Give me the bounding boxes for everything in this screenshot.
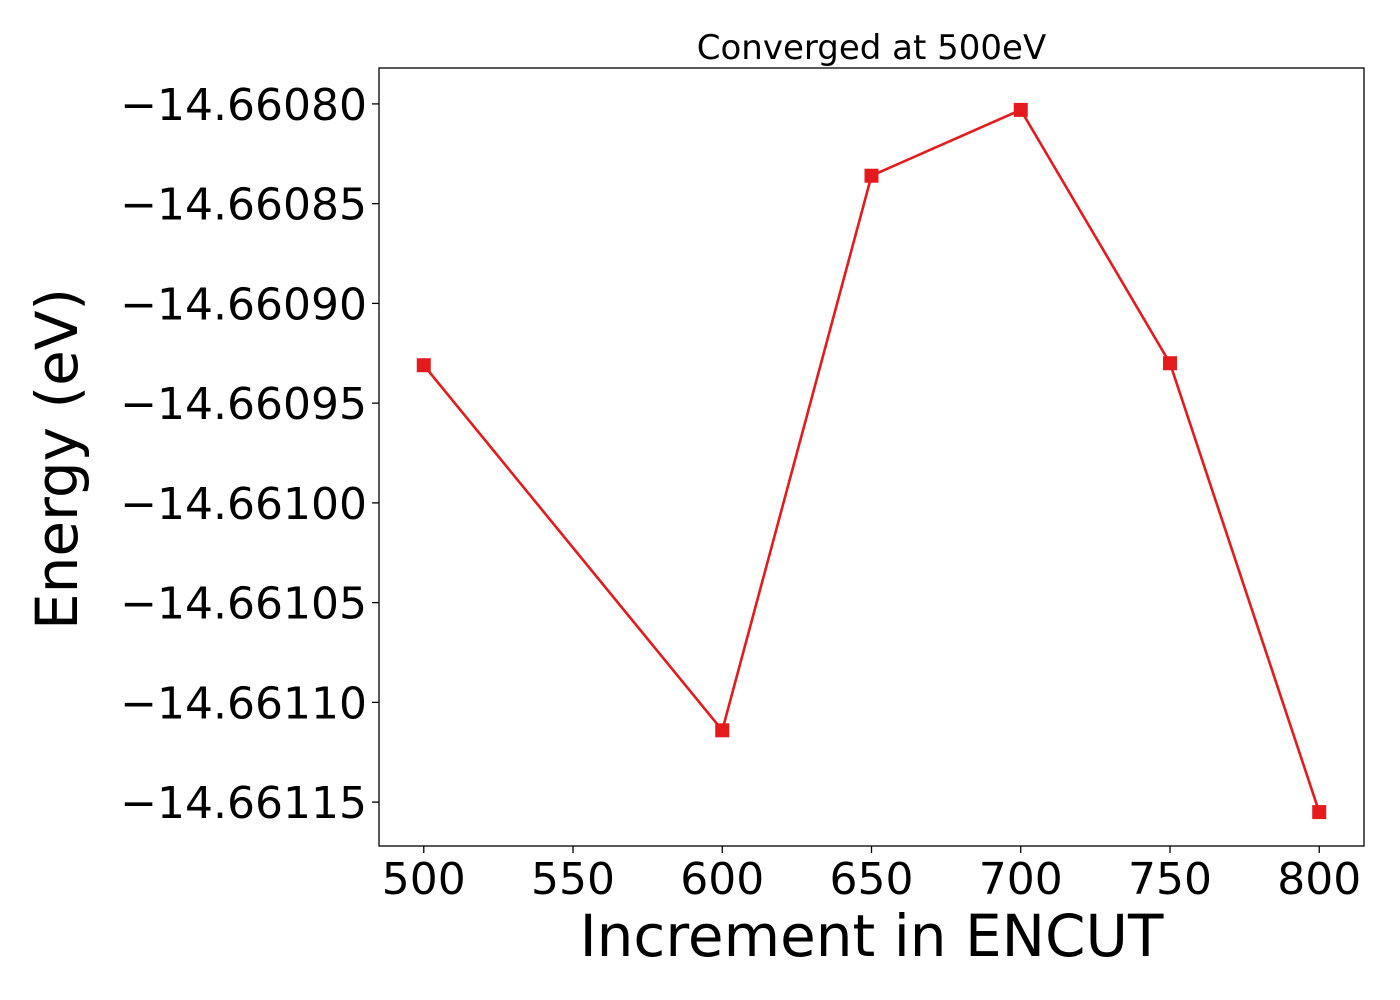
series-line [422,108,1321,813]
y-tick-label: −14.66100 [120,479,367,530]
x-tick-label: 750 [1128,854,1212,905]
y-tick-label: −14.66115 [120,778,367,829]
y-tick-label: −14.66085 [120,180,367,231]
data-point [1162,356,1177,371]
x-tick-label: 800 [1277,854,1361,905]
chart-title: Converged at 500eV [697,28,1046,68]
x-axis-title: Increment in ENCUT [580,902,1164,970]
plot-area [416,102,1327,820]
y-tick-label: −14.66105 [120,579,367,630]
y-tick-label: −14.66110 [120,678,367,729]
x-axis: 500 550 600 650 700 750 800 [382,846,1361,905]
x-tick-label: 600 [680,854,764,905]
data-point [715,723,730,738]
y-tick-label: −14.66090 [120,279,367,330]
y-axis: −14.66080 −14.66085 −14.66090 −14.66095 −14.… [120,80,379,829]
plot-frame [378,67,1365,847]
data-point [864,168,879,183]
data-point [1312,805,1327,820]
y-tick-label: −14.66080 [120,80,367,131]
x-tick-label: 650 [830,854,914,905]
data-point [416,358,431,373]
x-tick-label: 550 [531,854,615,905]
y-axis-title: Energy (eV) [23,288,91,630]
x-tick-label: 500 [382,854,466,905]
x-tick-label: 700 [979,854,1063,905]
y-tick-label: −14.66095 [120,379,367,430]
data-point [1013,102,1028,117]
